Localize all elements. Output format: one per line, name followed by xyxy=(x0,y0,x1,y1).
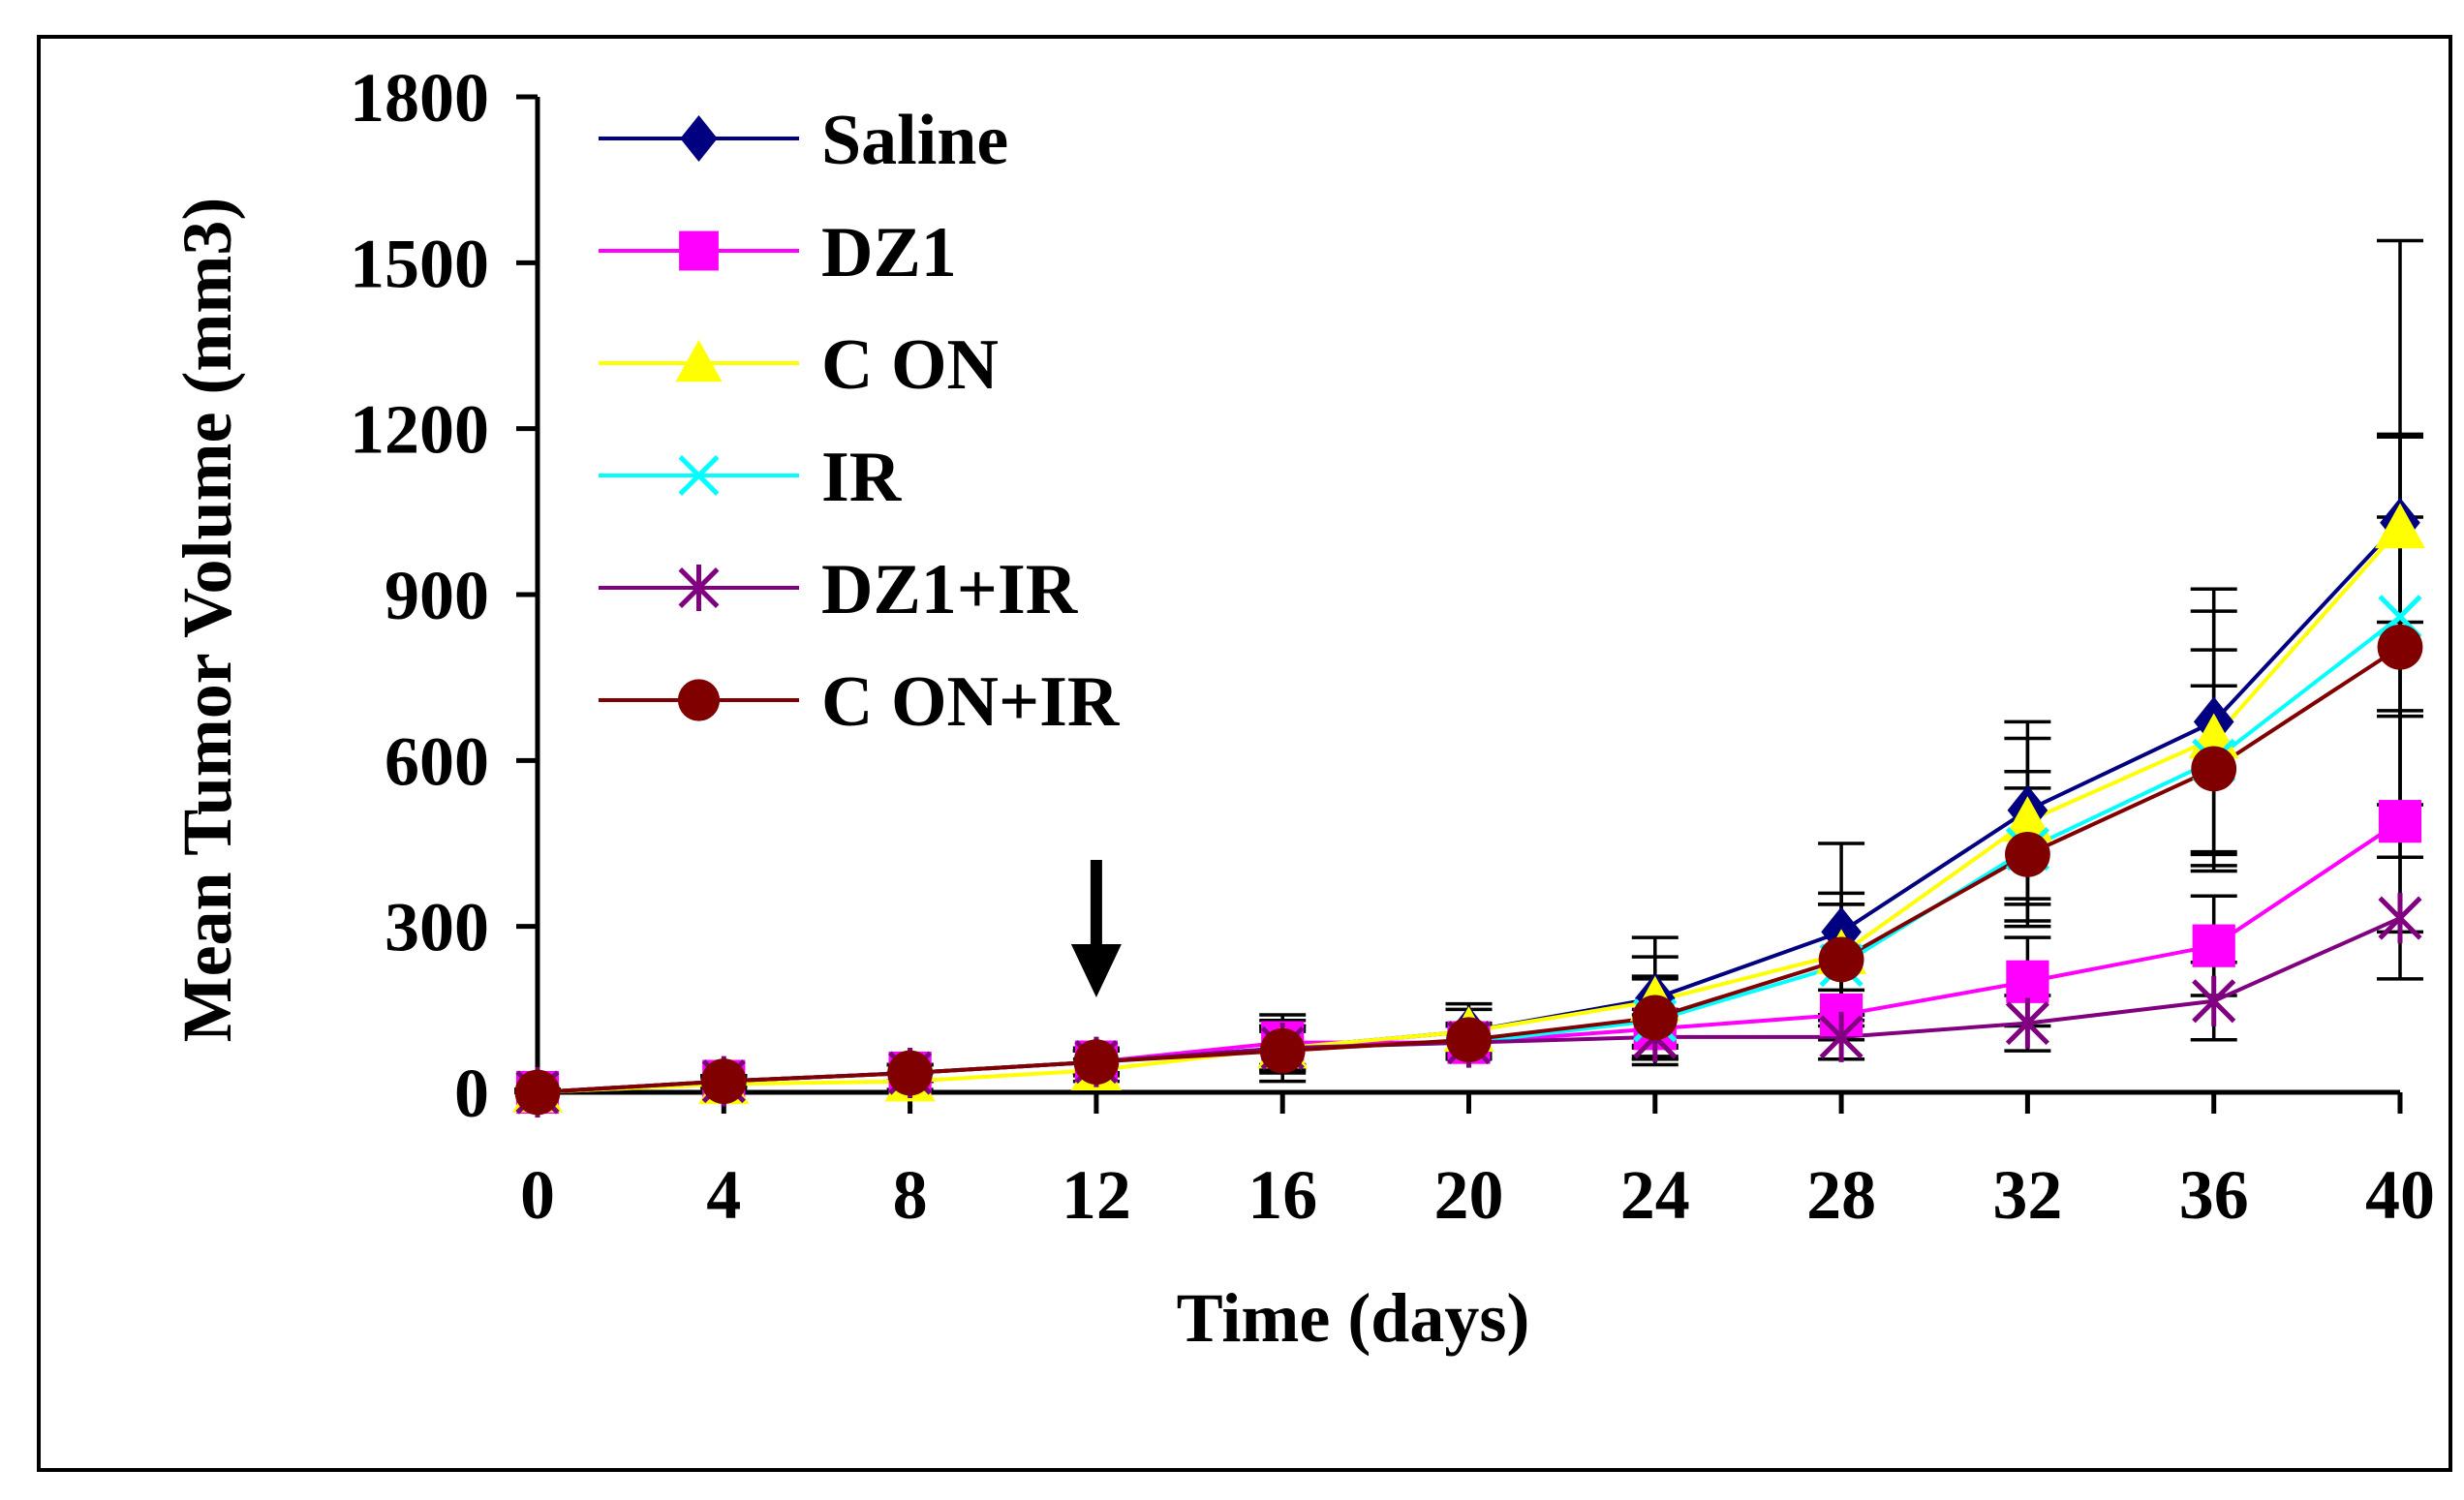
y-tick-label: 1500 xyxy=(350,225,489,302)
x-axis: 0 4 8 12 16 20 24 28 32 36 40 xyxy=(520,1089,2435,1234)
data-point xyxy=(1818,936,1864,983)
data-point xyxy=(675,340,723,383)
markers xyxy=(512,497,2425,1117)
legend-label: IR xyxy=(821,438,903,517)
y-tick-label: 1800 xyxy=(350,59,489,137)
data-point xyxy=(2006,960,2049,1003)
x-tick-label: 8 xyxy=(893,1156,928,1234)
data-point xyxy=(679,230,719,271)
data-point xyxy=(1819,1011,1863,1062)
x-tick-label: 24 xyxy=(1620,1156,1690,1234)
y-axis-title: Mean Tumor Volume (mm3) xyxy=(169,198,246,1043)
legend-label: C ON xyxy=(821,325,999,405)
x-tick-label: 4 xyxy=(706,1156,741,1234)
data-point xyxy=(1073,1039,1120,1085)
data-point xyxy=(2005,832,2050,877)
data-point xyxy=(2191,746,2237,792)
y-tick-label: 1200 xyxy=(350,391,489,469)
data-point xyxy=(680,115,718,162)
x-tick-label: 28 xyxy=(1806,1156,1876,1234)
data-point xyxy=(2192,975,2236,1026)
x-tick-label: 16 xyxy=(1247,1156,1317,1234)
legend-label: DZ1 xyxy=(821,213,957,292)
data-point xyxy=(514,1069,561,1116)
data-point xyxy=(1446,1017,1492,1063)
data-point xyxy=(1632,995,1679,1041)
legend-label: Saline xyxy=(821,101,1008,180)
data-point xyxy=(678,565,720,611)
legend-label: C ON+IR xyxy=(821,662,1121,742)
y-tick-label: 300 xyxy=(385,889,489,966)
y-axis: 0 300 600 900 1200 1500 1800 xyxy=(350,59,540,1132)
x-tick-label: 12 xyxy=(1062,1156,1131,1234)
x-tick-label: 20 xyxy=(1434,1156,1504,1234)
data-point xyxy=(2377,624,2423,670)
y-tick-label: 600 xyxy=(385,722,489,800)
x-tick-label: 32 xyxy=(1992,1156,2062,1234)
data-point xyxy=(1259,1027,1306,1074)
data-point xyxy=(700,1058,747,1104)
y-tick-label: 0 xyxy=(454,1055,489,1132)
data-point xyxy=(2378,893,2422,944)
x-tick-label: 40 xyxy=(2365,1156,2435,1234)
data-point xyxy=(2002,796,2053,842)
data-point xyxy=(677,679,721,721)
legend-label: DZ1+IR xyxy=(821,550,1079,629)
x-tick-label: 36 xyxy=(2179,1156,2249,1234)
x-tick-label: 0 xyxy=(520,1156,555,1234)
x-axis-title: Time (days) xyxy=(1177,1279,1530,1357)
data-point xyxy=(2005,997,2049,1049)
data-point xyxy=(2375,503,2425,549)
data-point xyxy=(2192,924,2235,967)
data-point xyxy=(887,1050,933,1096)
y-tick-label: 900 xyxy=(385,557,489,634)
chart-border xyxy=(37,35,2452,1472)
data-point xyxy=(678,455,720,496)
data-point xyxy=(2378,800,2422,843)
arrow-head xyxy=(1070,944,1122,997)
legend: Saline DZ1 C ON IR DZ1+IR C ON+IR xyxy=(599,101,1121,742)
annotations xyxy=(1070,860,1122,997)
